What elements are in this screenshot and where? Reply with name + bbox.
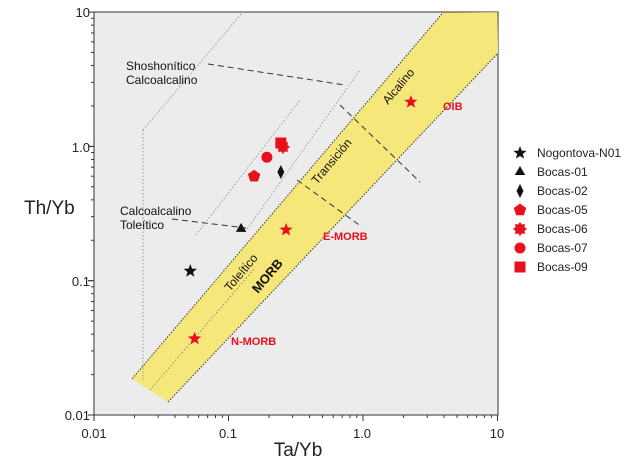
x-tick-label: 0.1	[219, 426, 237, 441]
legend-marker-bocas-06	[513, 222, 527, 236]
point-bocas-05	[247, 169, 261, 182]
point-bocas-09	[275, 137, 287, 149]
y-tick-label: 0.01	[65, 408, 90, 423]
shoshonitico-divider	[207, 63, 346, 86]
y-tick-label: 0.1	[72, 274, 90, 289]
legend-label: Bocas-05	[537, 203, 588, 217]
reference-star-n-morb	[187, 331, 202, 345]
dotted-boundary-line	[244, 69, 361, 233]
ref-label-n-morb: N-MORB	[231, 336, 276, 348]
legend-label: Bocas-07	[537, 241, 588, 255]
legend-marker-bocas-07	[514, 242, 526, 254]
x-axis-label: Ta/Yb	[274, 440, 323, 459]
dotted-boundary-line	[195, 99, 301, 236]
x-tick-label: 0.01	[81, 426, 106, 441]
point-bocas-07	[261, 151, 273, 163]
point-bocas-02	[277, 164, 285, 179]
morb-band-edge	[131, 12, 444, 380]
point-bocas-01	[235, 222, 247, 232]
ref-label-e-morb: E-MORB	[323, 231, 368, 243]
reference-star-e-morb	[279, 222, 293, 236]
legend-label: Bocas-01	[537, 165, 588, 179]
legend-marker-bocas-09	[514, 261, 526, 273]
x-tick-label: 10	[490, 426, 504, 441]
reference-star-oib	[404, 95, 418, 108]
label-calcoalcalino-bottom: Calcoalcalino	[120, 204, 192, 218]
morb-band	[131, 12, 498, 403]
y-axis-label: Th/Yb	[24, 198, 75, 219]
legend-label: Bocas-09	[537, 260, 588, 274]
label-calcoalcalino-top: Calcoalcalino	[126, 73, 198, 87]
legend-label: Bocas-02	[537, 184, 588, 198]
label-shoshonitico: Shoshonítico	[126, 59, 196, 73]
legend-label: Bocas-06	[537, 222, 588, 236]
morb-band-edge	[167, 52, 498, 403]
calcoalcalino-divider	[171, 218, 247, 229]
dotted-boundary-line	[142, 11, 244, 131]
legend-marker-bocas-01	[514, 166, 526, 175]
legend-label: Nogontova-N01	[537, 146, 621, 160]
ref-label-oib: OIB	[443, 101, 463, 113]
y-tick-label: 10	[76, 5, 90, 20]
transicion-divider	[296, 179, 363, 228]
reference-points	[187, 95, 418, 345]
boundary-lines	[142, 11, 421, 382]
data-points	[183, 137, 290, 277]
alcalino-divider	[339, 104, 421, 183]
point-nogontova-n01	[183, 264, 197, 277]
axis-ticks	[88, 11, 498, 421]
legend-marker-nogontova-n01	[513, 146, 527, 159]
legend: Nogontova-N01 Bocas-01 Bocas-02 Bocas-05 Boc…	[513, 146, 621, 274]
legend-marker-bocas-05	[513, 203, 527, 216]
y-tick-label: 1.0	[72, 140, 90, 155]
label-toleitico-left: Toleítico	[120, 218, 164, 232]
band-center-dotted-line	[149, 267, 256, 391]
legend-marker-bocas-02	[516, 184, 524, 198]
x-tick-label: 1.0	[353, 426, 371, 441]
